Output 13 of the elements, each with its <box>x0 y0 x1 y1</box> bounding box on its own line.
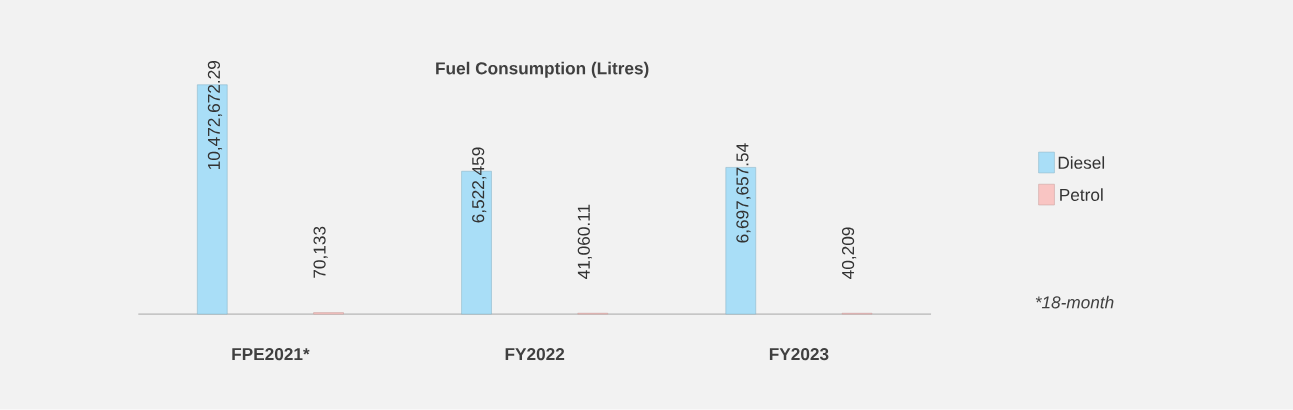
data-label: 41,060.11 <box>577 204 592 279</box>
text: *18-month <box>1035 295 1114 309</box>
data-label: 40,209 <box>841 227 857 279</box>
data-label: 6,697,657.54 <box>736 143 751 243</box>
x-tick-label: FY2023 <box>769 348 829 361</box>
chart-title: Fuel Consumption (Litres) <box>436 61 649 78</box>
legend-label: Petrol <box>1060 188 1103 202</box>
x-tick-label: FPE2021* <box>232 348 310 361</box>
legend-label: Diesel <box>1058 156 1105 169</box>
data-label: 70,133 <box>313 226 328 278</box>
data-label: 6,522,459 <box>472 147 487 223</box>
x-tick-label: FY2022 <box>505 348 565 361</box>
data-label: 10,472,672.29 <box>207 61 223 170</box>
